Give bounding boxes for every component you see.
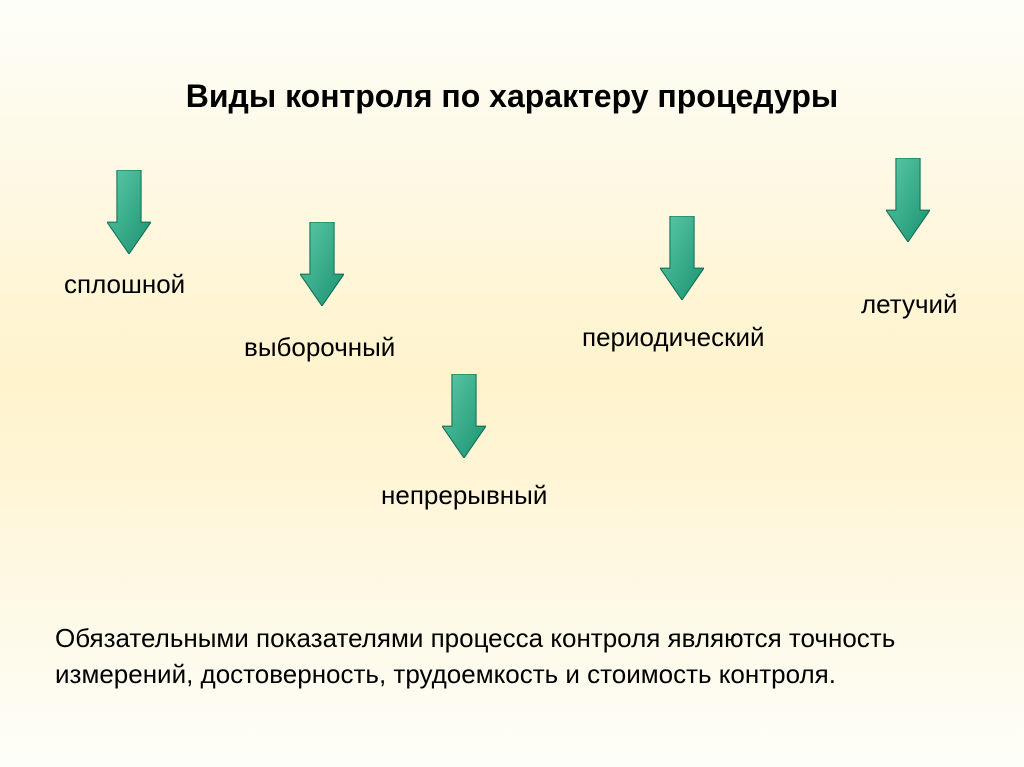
label-3: периодический xyxy=(582,322,765,353)
label-0: сплошной xyxy=(64,269,185,300)
label-4: летучий xyxy=(861,289,958,320)
bottom-line-1: Обязательными показателями процесса конт… xyxy=(55,623,895,653)
bottom-paragraph: Обязательными показателями процесса конт… xyxy=(55,620,895,693)
label-2: непрерывный xyxy=(381,480,547,511)
arrow-3 xyxy=(660,216,704,300)
label-1: выборочный xyxy=(244,332,395,363)
slide-title: Виды контроля по характеру процедуры xyxy=(0,78,1024,115)
bottom-line-2: измерений, достоверность, трудоемкость и… xyxy=(55,659,836,689)
arrow-2 xyxy=(442,374,486,458)
arrow-0 xyxy=(107,170,151,254)
arrow-4 xyxy=(886,158,930,242)
arrow-1 xyxy=(300,222,344,306)
slide: Виды контроля по характеру процедуры xyxy=(0,0,1024,767)
